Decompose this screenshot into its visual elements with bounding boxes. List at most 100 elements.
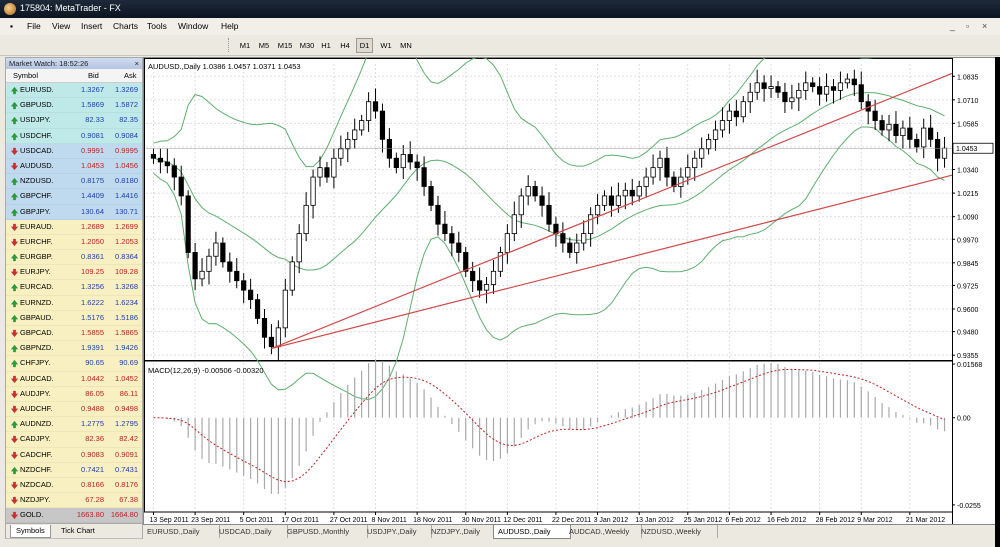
market-watch-row[interactable]: AUDCHF. 0.9488 0.9498	[6, 401, 142, 418]
column-symbol[interactable]: Symbol	[13, 71, 39, 80]
menu-view[interactable]: View	[52, 21, 71, 31]
market-watch-row[interactable]: GBPNZD. 1.9391 1.9426	[6, 341, 142, 357]
market-watch-row[interactable]: EURNZD. 1.6222 1.6234	[6, 295, 142, 311]
minimize-icon[interactable]: _	[950, 21, 956, 31]
timeframe-h1-button[interactable]: H1	[321, 41, 331, 50]
market-watch-row[interactable]: GBPAUD. 1.5176 1.5186	[6, 310, 142, 326]
candle-body	[886, 123, 892, 131]
timeframe-m30-button[interactable]: M30	[299, 41, 315, 50]
symbol-name: NZDCHF.	[20, 464, 53, 474]
market-watch-row[interactable]: EURUSD. 1.3267 1.3269	[6, 83, 142, 99]
tab-usdcad-daily[interactable]: USDCAD.,Daily	[215, 525, 288, 538]
window-title: 175804: MetaTrader - FX	[20, 3, 121, 13]
y-tick-label: 1.0090	[957, 215, 979, 222]
tab-gbpusd-monthly[interactable]: GBPUSD.,Monthly	[283, 525, 368, 538]
chart-window[interactable]: 13 Sep 2011 23 Sep 2011 5 Oct 2011 17 Oct 2…	[143, 57, 996, 525]
market-watch-row[interactable]: GBPCAD. 1.5855 1.5865	[6, 326, 142, 342]
market-watch-row[interactable]: USDCAD. 0.9991 0.9995	[6, 143, 142, 159]
bid-price: 1.6222	[81, 297, 104, 307]
tab-symbols[interactable]: Symbols	[10, 525, 51, 538]
tab-nzdusd-weekly[interactable]: NZDUSD.,Weekly	[637, 525, 718, 538]
market-watch-row[interactable]: GBPCHF. 1.4409 1.4416	[6, 189, 142, 205]
tab-eurusd-daily[interactable]: EURUSD.,Daily	[143, 525, 220, 538]
app-menu-icon[interactable]: ▪	[10, 21, 14, 31]
candle-body	[574, 242, 580, 253]
column-ask[interactable]: Ask	[124, 71, 137, 80]
bid-price: 0.7421	[81, 464, 104, 474]
market-watch-row[interactable]: EURCHF. 1.2050 1.2053	[6, 234, 142, 251]
candle-body	[268, 336, 275, 348]
audusd-chart[interactable]: 13 Sep 2011 23 Sep 2011 5 Oct 2011 17 Oct 2…	[144, 58, 995, 524]
market-watch-row[interactable]: EURCAD. 1.3256 1.3268	[6, 280, 142, 296]
menu-window[interactable]: Window	[178, 21, 209, 31]
timeframe-w1-button[interactable]: W1	[380, 41, 392, 50]
close-icon[interactable]: ×	[982, 21, 988, 31]
menu-help[interactable]: Help	[221, 21, 239, 31]
candle-body	[768, 86, 774, 89]
menu-file[interactable]: File	[27, 21, 41, 31]
menu-tools[interactable]: Tools	[147, 21, 167, 31]
market-watch-row[interactable]: EURAUD. 1.2689 1.2699	[6, 219, 142, 235]
market-watch-row[interactable]: AUDNZD. 1.2775 1.2795	[6, 417, 142, 433]
timeframe-m1-button[interactable]: M1	[239, 41, 251, 50]
market-watch-row[interactable]: AUDCAD. 1.0442 1.0452	[6, 371, 142, 387]
candle-body	[907, 127, 913, 140]
timeframe-mn-button[interactable]: MN	[400, 41, 412, 50]
symbol-name: CADJPY.	[20, 434, 51, 444]
trendline	[271, 72, 953, 350]
candle-body	[622, 189, 628, 197]
arrow-up-icon	[10, 466, 19, 474]
candle-body	[858, 84, 864, 103]
ask-price: 82.42	[119, 434, 138, 444]
toolbar-grip[interactable]	[228, 38, 232, 52]
close-icon[interactable]: ×	[134, 59, 139, 68]
menu-charts[interactable]: Charts	[113, 21, 139, 31]
tab-audusd-daily[interactable]: AUDUSD.,Daily	[493, 525, 571, 539]
market-watch-row[interactable]: NZDJPY. 67.28 67.38	[6, 493, 142, 509]
y-tick-label: 1.0215	[957, 191, 979, 198]
timeframe-h4-button[interactable]: H4	[340, 41, 350, 50]
restore-icon[interactable]: ▫	[966, 21, 970, 31]
menu-insert[interactable]: Insert	[81, 21, 103, 31]
market-watch-row[interactable]: USDCHF. 0.9081 0.9084	[6, 128, 142, 144]
candle-body	[497, 252, 504, 272]
market-watch-row[interactable]: NZDCHF. 0.7421 0.7431	[6, 462, 142, 478]
tab-nzdjpy-daily[interactable]: NZDJPY.,Daily	[427, 525, 498, 538]
market-watch-row[interactable]: NZDUSD. 0.8175 0.8180	[6, 174, 142, 190]
candle-body	[442, 223, 448, 235]
arrow-down-icon	[10, 512, 19, 520]
tab-usdjpy-daily[interactable]: USDJPY.,Daily	[363, 525, 432, 538]
arrow-up-icon	[10, 132, 19, 140]
market-watch-row[interactable]: GBPJPY. 130.64 130.71	[6, 204, 142, 220]
market-watch-row[interactable]: CADJPY. 82.36 82.42	[6, 432, 142, 448]
symbol-name: AUDJPY.	[20, 388, 51, 398]
market-watch-row[interactable]: EURGBP. 0.8361 0.8364	[6, 250, 142, 266]
candle-body	[837, 82, 844, 91]
macd-y-tick-label: -0.0255	[957, 503, 981, 510]
timeframe-d1-button[interactable]: D1	[356, 38, 373, 53]
market-watch-row[interactable]: EURJPY. 109.25 109.28	[6, 265, 142, 281]
x-tick-label: 16 Feb 2012	[767, 517, 806, 524]
market-watch-row[interactable]: NZDCAD. 0.8166 0.8176	[6, 477, 142, 494]
x-tick-label: 18 Nov 2011	[413, 517, 452, 524]
market-watch-row[interactable]: USDJPY. 82.33 82.35	[6, 113, 142, 129]
column-bid[interactable]: Bid	[88, 71, 99, 80]
candle-body	[227, 261, 233, 272]
market-watch-row[interactable]: AUDJPY. 86.05 86.11	[6, 386, 142, 402]
ask-price: 1.2795	[115, 419, 138, 429]
candle-body	[386, 138, 392, 159]
ask-price: 90.69	[119, 358, 138, 368]
market-watch-row[interactable]: CHFJPY. 90.65 90.69	[6, 356, 142, 372]
market-watch-row[interactable]: GOLD. 1663.80 1664.80	[6, 508, 142, 524]
tab-audcad-weekly[interactable]: AUDCAD.,Weekly	[565, 525, 642, 538]
market-watch-row[interactable]: CADCHF. 0.9083 0.9091	[6, 447, 142, 463]
timeframe-m5-button[interactable]: M5	[258, 41, 270, 50]
market-watch-row[interactable]: GBPUSD. 1.5869 1.5872	[6, 98, 142, 114]
timeframe-m15-button[interactable]: M15	[277, 41, 293, 50]
tab-tick-chart[interactable]: Tick Chart	[61, 526, 95, 535]
ask-price: 1.4416	[115, 191, 138, 201]
symbol-name: NZDUSD.	[20, 176, 54, 186]
ask-price: 1.5186	[115, 312, 138, 322]
market-watch-row[interactable]: AUDUSD. 1.0453 1.0456	[6, 158, 142, 175]
y-tick-label: 0.9600	[957, 307, 979, 314]
